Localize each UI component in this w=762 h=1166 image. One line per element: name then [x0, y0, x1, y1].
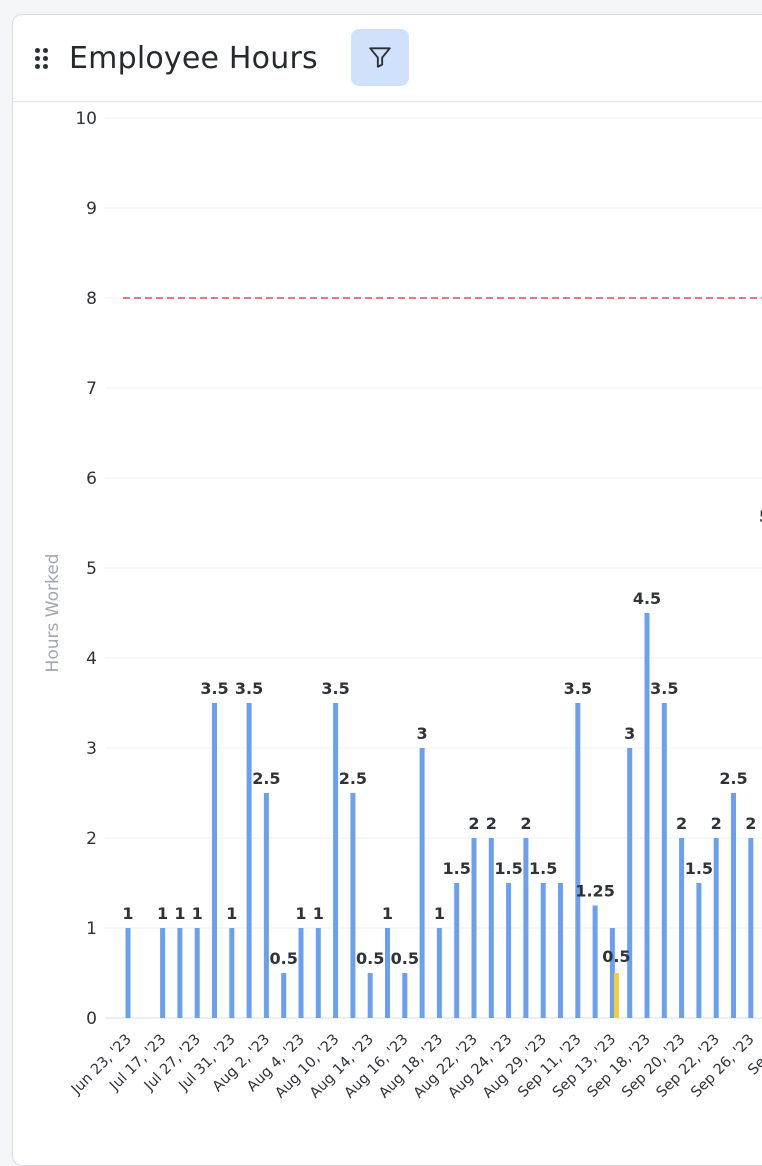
- bar: [540, 883, 546, 1018]
- bar-value-label: 1: [192, 904, 203, 923]
- bar: [298, 928, 304, 1018]
- highlight-bar-label: 0.5: [602, 947, 630, 966]
- bar: [367, 973, 373, 1018]
- bar: [748, 838, 754, 1018]
- bar: [281, 973, 287, 1018]
- bar-value-label: 3.5: [321, 679, 349, 698]
- bar-value-label: 1.5: [529, 859, 557, 878]
- bar-value-label: 1: [226, 904, 237, 923]
- bar-value-label: 3.5: [200, 679, 228, 698]
- bar-value-label: 2.5: [252, 769, 280, 788]
- bar: [558, 883, 563, 1018]
- y-tick-label: 3: [86, 739, 97, 759]
- y-tick-label: 7: [86, 379, 97, 399]
- bar: [229, 928, 235, 1018]
- bar-value-label: 2.5: [719, 769, 747, 788]
- bar-value-label: 3.5: [235, 679, 263, 698]
- bar-value-label: 1: [313, 904, 324, 923]
- bar: [506, 883, 512, 1018]
- bar: [471, 838, 477, 1018]
- bar-value-label: 2: [745, 814, 756, 833]
- y-axis-title: Hours Worked: [43, 554, 63, 673]
- card-header: Employee Hours: [13, 15, 762, 102]
- bar-value-label: 1.5: [443, 859, 471, 878]
- y-tick-label: 10: [75, 109, 97, 129]
- bar: [315, 928, 321, 1018]
- bar: [402, 973, 408, 1018]
- bar-value-label: 1: [295, 904, 306, 923]
- bar-value-label: 2: [486, 814, 497, 833]
- bar-value-label: 2: [468, 814, 479, 833]
- bar: [488, 838, 494, 1018]
- bar: [333, 703, 339, 1018]
- bar-value-label: 4.5: [633, 589, 661, 608]
- bar: [125, 928, 131, 1018]
- bar: [419, 748, 425, 1018]
- bar-value-label: 5: [759, 507, 762, 526]
- bar: [609, 928, 615, 1018]
- filter-button[interactable]: [351, 29, 409, 86]
- bar-value-label: 2: [711, 814, 722, 833]
- bar-value-label: 1.25: [575, 882, 614, 901]
- bar-value-label: 0.5: [356, 949, 384, 968]
- y-tick-label: 8: [86, 289, 97, 309]
- bar-value-label: 3: [417, 724, 428, 743]
- bar: [592, 905, 598, 1018]
- bar: [644, 613, 650, 1018]
- bar-value-label: 1: [122, 904, 133, 923]
- bar-value-label: 1.5: [494, 859, 522, 878]
- y-tick-label: 0: [86, 1009, 97, 1029]
- bar-value-label: 1: [434, 904, 445, 923]
- bar-value-label: 2.5: [339, 769, 367, 788]
- y-tick-label: 6: [86, 469, 97, 489]
- bar: [350, 793, 356, 1018]
- y-tick-label: 4: [86, 649, 97, 669]
- bar-value-label: 3: [624, 724, 635, 743]
- bar-value-label: 3.5: [564, 679, 592, 698]
- bar: [696, 883, 702, 1018]
- bar: [679, 838, 685, 1018]
- drag-handle-icon[interactable]: [35, 48, 49, 70]
- filter-icon: [369, 47, 391, 68]
- bar: [627, 748, 633, 1018]
- bar-value-label: 1.5: [685, 859, 713, 878]
- y-tick-label: 2: [86, 829, 97, 849]
- card-title: Employee Hours: [69, 41, 318, 76]
- bar: [212, 703, 217, 1018]
- bar: [436, 928, 442, 1018]
- bar: [713, 838, 719, 1018]
- bar: [454, 883, 460, 1018]
- bar-value-label: 1: [382, 904, 393, 923]
- bar: [263, 793, 269, 1018]
- bar: [194, 928, 200, 1018]
- y-tick-label: 9: [86, 199, 97, 219]
- bar-value-label: 1: [174, 904, 185, 923]
- bar-value-label: 0.5: [391, 949, 419, 968]
- bar: [661, 703, 667, 1018]
- bar: [246, 703, 252, 1018]
- bar-value-label: 3.5: [650, 679, 678, 698]
- bar-value-label: 2: [520, 814, 531, 833]
- bar: [160, 928, 166, 1018]
- bar: [575, 703, 581, 1018]
- highlight-bar: [613, 973, 619, 1018]
- bar: [731, 793, 736, 1018]
- bar: [523, 838, 529, 1018]
- bar-value-label: 1: [157, 904, 168, 923]
- bar: [385, 928, 390, 1018]
- y-tick-label: 5: [86, 559, 97, 579]
- bar: [177, 928, 183, 1018]
- chart-card: 0 1 2 3 4 5 6 7 8 9 10 Hours Worked 1 1 1 1 3.5 1 3.5 2.5 0.…: [12, 14, 762, 1166]
- bar-value-label: 0.5: [270, 949, 298, 968]
- y-tick-label: 1: [86, 919, 97, 939]
- bar-value-label: 2: [676, 814, 687, 833]
